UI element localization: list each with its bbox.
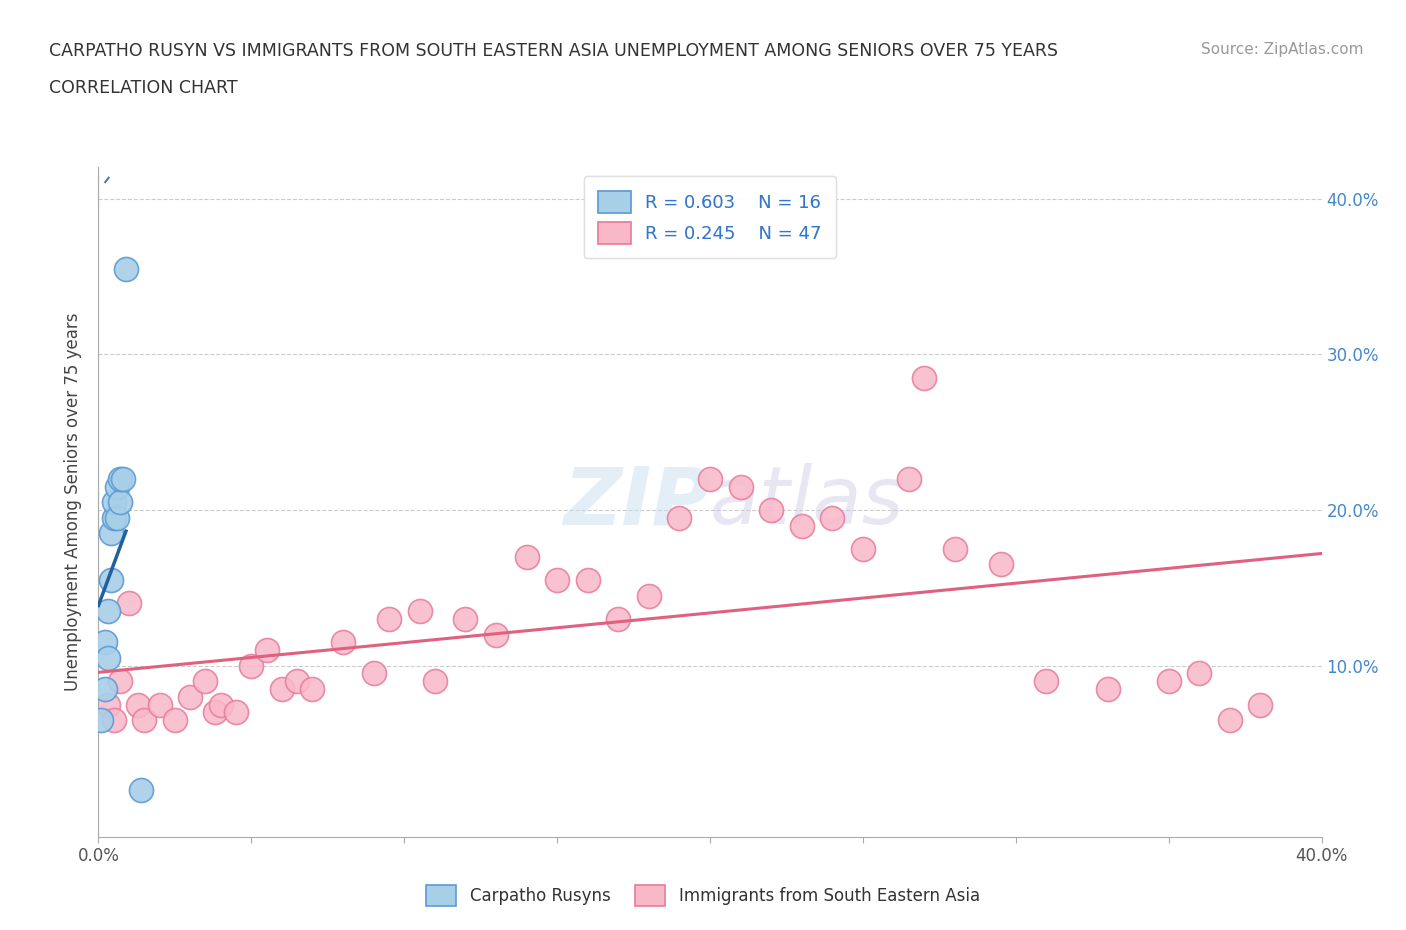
Point <box>108 472 131 486</box>
Point <box>108 674 131 689</box>
Point <box>115 261 138 276</box>
Text: Source: ZipAtlas.com: Source: ZipAtlas.com <box>1201 42 1364 57</box>
Point <box>100 525 122 540</box>
Point <box>408 604 430 618</box>
Point <box>301 682 323 697</box>
Legend: Carpatho Rusyns, Immigrants from South Eastern Asia: Carpatho Rusyns, Immigrants from South E… <box>419 879 987 912</box>
Point <box>225 705 247 720</box>
Y-axis label: Unemployment Among Seniors over 75 years: Unemployment Among Seniors over 75 years <box>65 313 83 691</box>
Point <box>111 472 134 486</box>
Point <box>730 479 752 494</box>
Point <box>990 557 1012 572</box>
Point <box>118 596 141 611</box>
Point <box>108 495 131 510</box>
Point <box>637 588 661 603</box>
Point <box>97 604 120 618</box>
Point <box>1249 698 1271 712</box>
Point <box>103 712 125 727</box>
Text: CARPATHO RUSYN VS IMMIGRANTS FROM SOUTH EASTERN ASIA UNEMPLOYMENT AMONG SENIORS : CARPATHO RUSYN VS IMMIGRANTS FROM SOUTH … <box>49 42 1059 60</box>
Point <box>668 511 690 525</box>
Point <box>270 682 292 697</box>
Point <box>93 682 115 697</box>
Point <box>1097 682 1119 697</box>
Point <box>821 511 844 525</box>
Point <box>209 698 232 712</box>
Text: ZIP: ZIP <box>562 463 710 541</box>
Point <box>240 658 263 673</box>
Point <box>576 573 599 588</box>
Point <box>912 370 935 385</box>
Point <box>699 472 721 486</box>
Point <box>378 612 401 627</box>
Point <box>97 698 120 712</box>
Point <box>423 674 446 689</box>
Point <box>105 511 128 525</box>
Point <box>485 627 508 642</box>
Point <box>179 689 201 704</box>
Point <box>285 674 308 689</box>
Point <box>759 502 782 517</box>
Point <box>93 635 115 650</box>
Point <box>852 541 875 556</box>
Point <box>1157 674 1180 689</box>
Text: CORRELATION CHART: CORRELATION CHART <box>49 79 238 97</box>
Point <box>943 541 966 556</box>
Point <box>363 666 385 681</box>
Point <box>129 783 152 798</box>
Point <box>1035 674 1057 689</box>
Point <box>546 573 568 588</box>
Point <box>194 674 217 689</box>
Text: atlas: atlas <box>710 463 905 541</box>
Point <box>454 612 477 627</box>
Point <box>790 518 813 533</box>
Point <box>134 712 156 727</box>
Point <box>1188 666 1211 681</box>
Point <box>100 573 122 588</box>
Point <box>103 495 125 510</box>
Point <box>90 712 112 727</box>
Point <box>1219 712 1241 727</box>
Point <box>105 479 128 494</box>
Point <box>163 712 186 727</box>
Point <box>897 472 920 486</box>
Point <box>149 698 172 712</box>
Point <box>204 705 226 720</box>
Point <box>516 550 538 565</box>
Point <box>103 511 125 525</box>
Legend: R = 0.603    N = 16, R = 0.245    N = 47: R = 0.603 N = 16, R = 0.245 N = 47 <box>583 177 837 259</box>
Point <box>127 698 149 712</box>
Point <box>97 650 120 665</box>
Point <box>256 643 278 658</box>
Point <box>607 612 630 627</box>
Point <box>332 635 354 650</box>
